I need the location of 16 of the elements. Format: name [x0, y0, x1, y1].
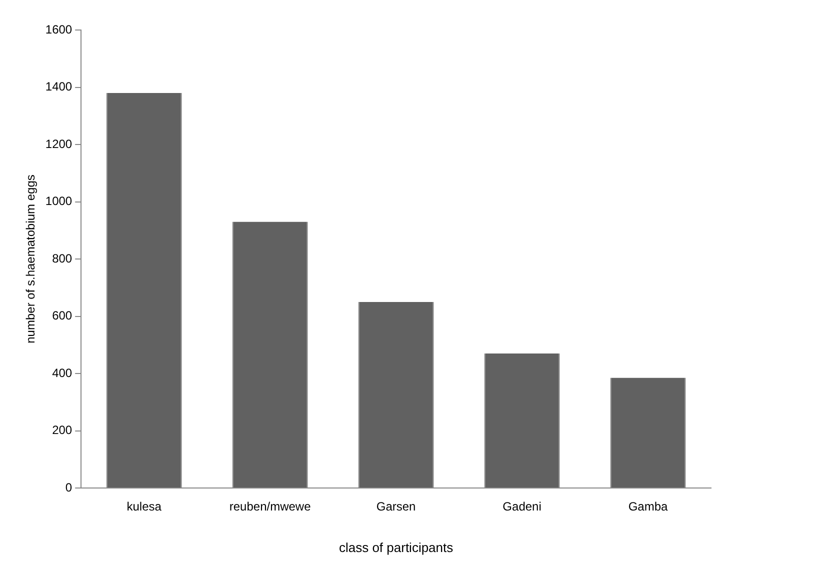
- y-tick-label: 400: [52, 366, 72, 380]
- x-tick-label: Garsen: [376, 500, 416, 514]
- x-tick-label: kulesa: [126, 500, 162, 514]
- y-tick-label: 600: [52, 308, 72, 323]
- x-tick-label: reuben/mwewe: [229, 500, 312, 514]
- y-tick-label: 1200: [45, 136, 72, 151]
- x-tick-label: Gadeni: [502, 500, 542, 514]
- y-tick-label: 800: [52, 251, 72, 266]
- y-tick-label: 1600: [45, 22, 72, 36]
- y-tick-label: 1000: [45, 194, 72, 208]
- y-tick-label: 200: [52, 423, 72, 438]
- x-tick-label: Gamba: [628, 500, 668, 514]
- y-axis-title: number of s.haematobium eggs: [24, 174, 38, 344]
- y-tick-label: 0: [65, 480, 72, 494]
- x-axis-title: class of participants: [338, 540, 454, 555]
- y-tick-label: 1400: [45, 80, 72, 94]
